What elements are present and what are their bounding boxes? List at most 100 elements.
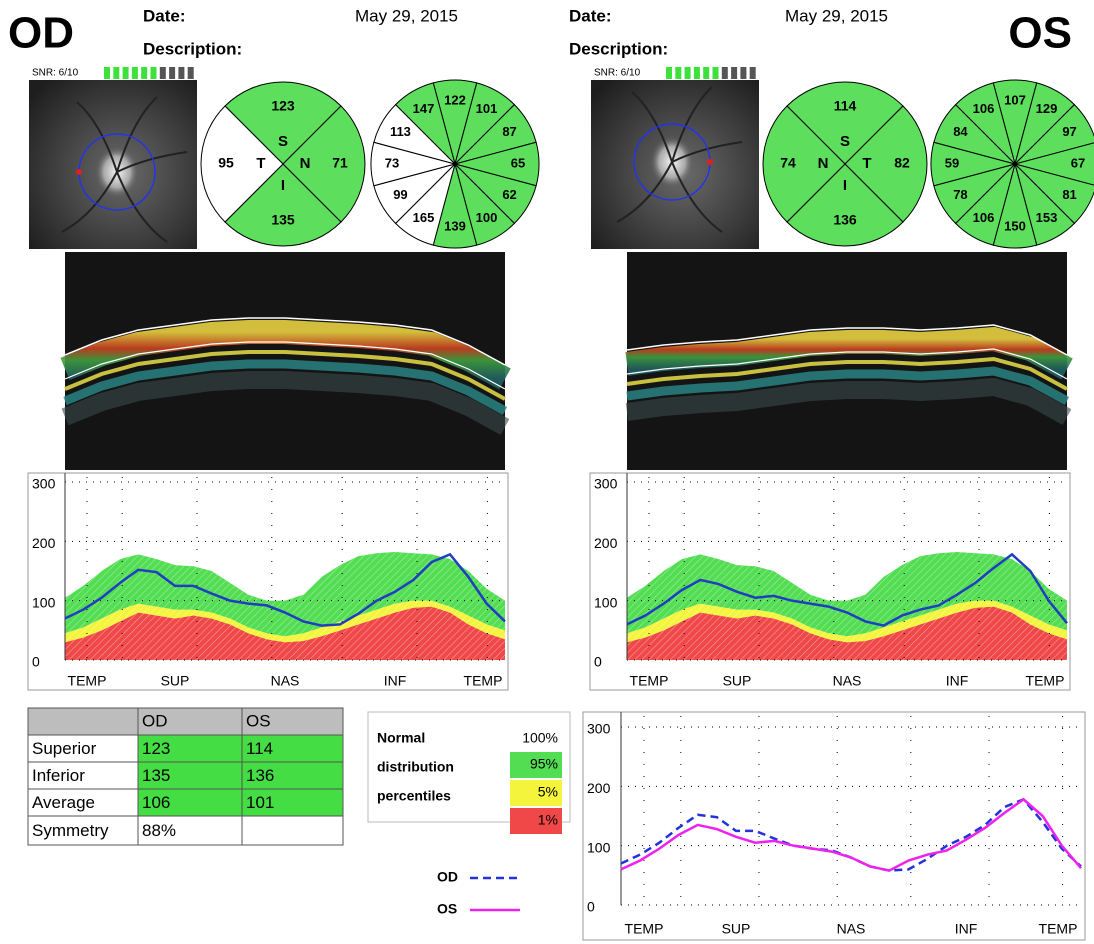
snr-bar <box>694 67 700 79</box>
sector-value: 150 <box>1004 218 1026 233</box>
x-tick-label: TEMP <box>1026 673 1065 689</box>
eye-label: OD <box>8 9 74 58</box>
row-label: Average <box>32 793 95 812</box>
sector-letter: T <box>256 155 265 172</box>
y-tick-label: 100 <box>32 594 56 610</box>
snr-bar <box>722 67 728 79</box>
sector-value: 123 <box>271 98 295 114</box>
legend-label: OD <box>437 869 458 885</box>
sector-value: 97 <box>1062 124 1076 139</box>
date-label: Date: <box>569 6 612 25</box>
sector-value: 107 <box>1004 92 1026 107</box>
snr-bar <box>731 67 737 79</box>
sector-value: 113 <box>390 124 411 139</box>
snr-bar <box>178 67 184 79</box>
cell-value: 135 <box>142 766 170 785</box>
sector-letter: I <box>843 177 847 194</box>
row-label: Superior <box>32 739 97 758</box>
sector-value: 114 <box>834 98 857 114</box>
sector-letter: T <box>862 155 871 172</box>
sector-value: 62 <box>502 187 516 202</box>
y-tick-label: 0 <box>587 899 595 915</box>
cell-value: 114 <box>246 739 273 758</box>
sector-letter: N <box>300 155 311 172</box>
legend-label: OS <box>437 901 457 917</box>
legend-title: Normal <box>377 730 425 746</box>
sector-value: 165 <box>413 210 435 225</box>
sector-value: 101 <box>476 101 498 116</box>
snr-bar <box>160 67 166 79</box>
sector-value: 87 <box>502 124 516 139</box>
sector-value: 135 <box>271 212 295 228</box>
x-tick-label: TEMP <box>625 921 664 937</box>
x-tick-label: NAS <box>833 673 862 689</box>
snr-bar <box>675 67 681 79</box>
x-tick-label: NAS <box>271 673 300 689</box>
x-tick-label: SUP <box>161 673 190 689</box>
snr-bar <box>666 67 672 79</box>
y-tick-label: 0 <box>594 654 602 670</box>
legend-level: 100% <box>522 730 558 746</box>
date: May 29, 2015 <box>785 6 888 25</box>
y-tick-label: 300 <box>32 476 56 492</box>
y-tick-label: 100 <box>594 594 618 610</box>
snr-bar <box>141 67 147 79</box>
tsnit-line <box>621 799 1081 870</box>
cell-value: 88% <box>142 821 176 840</box>
snr-bar <box>132 67 138 79</box>
x-tick-label: TEMP <box>464 673 503 689</box>
x-tick-label: TEMP <box>1039 921 1078 937</box>
scan-start <box>707 159 713 165</box>
table-header: OD <box>142 711 168 730</box>
cell-value: 123 <box>142 739 170 758</box>
sector-value: 84 <box>953 124 968 139</box>
snr-bar <box>104 67 110 79</box>
row-label: Symmetry <box>32 821 109 840</box>
y-tick-label: 200 <box>594 535 618 551</box>
snr-label: SNR: 6/10 <box>32 68 79 79</box>
snr-bar <box>713 67 719 79</box>
y-tick-label: 0 <box>32 654 40 670</box>
eye-label: OS <box>1008 9 1072 58</box>
tsnit-line <box>621 799 1081 870</box>
sector-letter: I <box>281 177 285 194</box>
snr-bar <box>151 67 157 79</box>
legend-title: percentiles <box>377 788 451 804</box>
sector-value: 106 <box>973 101 995 116</box>
legend-title: distribution <box>377 759 454 775</box>
cell-value: 136 <box>246 766 274 785</box>
snr-label: SNR: 6/10 <box>594 68 641 79</box>
sector-letter: S <box>278 133 288 150</box>
sector-value: 73 <box>385 155 399 170</box>
snr-bar <box>685 67 691 79</box>
description-label: Description: <box>569 39 668 58</box>
x-tick-label: INF <box>946 673 969 689</box>
snr-bar <box>169 67 175 79</box>
chart-box <box>583 712 1085 940</box>
x-tick-label: INF <box>955 921 978 937</box>
table-cell <box>242 816 343 845</box>
table-header-bg <box>28 708 343 735</box>
row-label: Inferior <box>32 766 85 785</box>
sector-letter: N <box>818 155 829 172</box>
sector-value: 67 <box>1071 155 1085 170</box>
y-tick-label: 200 <box>32 535 56 551</box>
x-tick-label: NAS <box>837 921 866 937</box>
sector-value: 139 <box>444 218 466 233</box>
sector-value: 99 <box>393 187 407 202</box>
sector-value: 95 <box>218 155 234 171</box>
sector-value: 122 <box>444 92 466 107</box>
date-label: Date: <box>143 6 186 25</box>
description-label: Description: <box>143 39 242 58</box>
cell-value: 106 <box>142 793 170 812</box>
cell-value: 101 <box>246 793 274 812</box>
report: OD Date: May 29, 2015 Description: OS Da… <box>0 0 1094 944</box>
legend-level: 1% <box>538 812 558 828</box>
snr-bar <box>703 67 709 79</box>
sector-value: 136 <box>833 212 857 228</box>
x-tick-label: TEMP <box>68 673 107 689</box>
sector-value: 81 <box>1062 187 1076 202</box>
x-tick-label: INF <box>384 673 407 689</box>
x-tick-label: TEMP <box>630 673 669 689</box>
y-tick-label: 100 <box>587 839 611 855</box>
